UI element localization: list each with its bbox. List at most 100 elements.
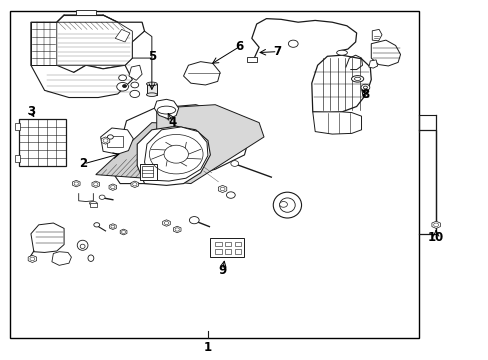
Polygon shape <box>131 181 138 188</box>
Polygon shape <box>120 229 127 235</box>
Circle shape <box>363 86 366 89</box>
Bar <box>210 238 243 257</box>
Circle shape <box>164 221 168 225</box>
Bar <box>15 155 20 162</box>
Polygon shape <box>31 22 57 65</box>
Polygon shape <box>92 181 100 188</box>
Polygon shape <box>312 112 361 134</box>
Circle shape <box>226 192 235 198</box>
Circle shape <box>107 135 113 139</box>
Text: 4: 4 <box>168 116 177 129</box>
Circle shape <box>74 182 78 185</box>
Text: 5: 5 <box>147 50 156 63</box>
Circle shape <box>103 139 108 142</box>
Polygon shape <box>28 255 37 262</box>
Polygon shape <box>137 126 210 185</box>
Text: 10: 10 <box>427 231 443 244</box>
Polygon shape <box>109 224 116 229</box>
Circle shape <box>93 183 98 186</box>
Circle shape <box>117 82 128 91</box>
Circle shape <box>131 82 139 88</box>
Polygon shape <box>108 105 249 184</box>
Polygon shape <box>72 180 80 187</box>
Polygon shape <box>109 184 117 190</box>
Text: 7: 7 <box>273 45 281 58</box>
Circle shape <box>433 223 438 226</box>
Circle shape <box>163 145 188 163</box>
Circle shape <box>99 195 105 199</box>
Polygon shape <box>96 123 195 178</box>
Text: 9: 9 <box>218 264 226 277</box>
Bar <box>140 164 157 180</box>
Polygon shape <box>52 252 71 265</box>
Circle shape <box>30 257 35 261</box>
Text: 2: 2 <box>80 157 87 170</box>
Polygon shape <box>218 185 226 193</box>
Polygon shape <box>31 15 144 72</box>
Ellipse shape <box>354 77 360 81</box>
Circle shape <box>130 90 140 98</box>
Ellipse shape <box>77 240 88 250</box>
Circle shape <box>132 183 137 186</box>
Text: 8: 8 <box>361 88 369 101</box>
Bar <box>234 242 241 246</box>
Text: 1: 1 <box>203 341 212 354</box>
Polygon shape <box>144 127 207 181</box>
Polygon shape <box>76 10 96 15</box>
Bar <box>215 249 221 253</box>
Polygon shape <box>154 99 178 119</box>
Bar <box>246 57 256 62</box>
Polygon shape <box>101 128 133 154</box>
Bar <box>19 119 65 166</box>
Ellipse shape <box>80 244 85 248</box>
Bar <box>90 203 97 207</box>
Bar <box>147 84 157 95</box>
Polygon shape <box>311 55 370 113</box>
Circle shape <box>110 185 115 189</box>
Bar <box>15 123 20 130</box>
Bar <box>107 135 122 147</box>
Circle shape <box>230 161 238 166</box>
Circle shape <box>360 84 369 91</box>
Polygon shape <box>173 226 181 233</box>
Bar <box>224 242 231 246</box>
Polygon shape <box>132 31 152 58</box>
Ellipse shape <box>273 192 301 218</box>
Polygon shape <box>31 223 64 252</box>
Circle shape <box>111 225 115 228</box>
Circle shape <box>288 40 298 47</box>
Circle shape <box>220 187 224 191</box>
Circle shape <box>122 230 125 233</box>
Circle shape <box>175 228 179 231</box>
Ellipse shape <box>336 50 346 55</box>
Ellipse shape <box>157 106 175 114</box>
Polygon shape <box>183 62 220 85</box>
Circle shape <box>279 202 287 207</box>
Ellipse shape <box>146 82 157 86</box>
Ellipse shape <box>146 93 157 96</box>
Circle shape <box>122 85 126 87</box>
Polygon shape <box>129 65 142 80</box>
Polygon shape <box>57 22 132 65</box>
Ellipse shape <box>351 76 363 82</box>
Ellipse shape <box>88 255 94 261</box>
Bar <box>224 249 231 253</box>
Polygon shape <box>101 137 109 144</box>
Bar <box>10 12 418 338</box>
Bar <box>234 249 241 253</box>
Polygon shape <box>370 40 400 66</box>
Polygon shape <box>368 60 377 68</box>
Polygon shape <box>163 220 170 226</box>
Circle shape <box>94 223 100 227</box>
Polygon shape <box>31 65 132 98</box>
Text: 6: 6 <box>235 40 243 53</box>
Polygon shape <box>115 30 130 42</box>
Polygon shape <box>157 105 264 184</box>
Text: 3: 3 <box>27 105 35 118</box>
Polygon shape <box>431 221 440 228</box>
Polygon shape <box>371 30 381 41</box>
Bar <box>215 242 221 246</box>
Ellipse shape <box>279 198 295 212</box>
Ellipse shape <box>89 202 97 205</box>
Circle shape <box>119 75 126 81</box>
